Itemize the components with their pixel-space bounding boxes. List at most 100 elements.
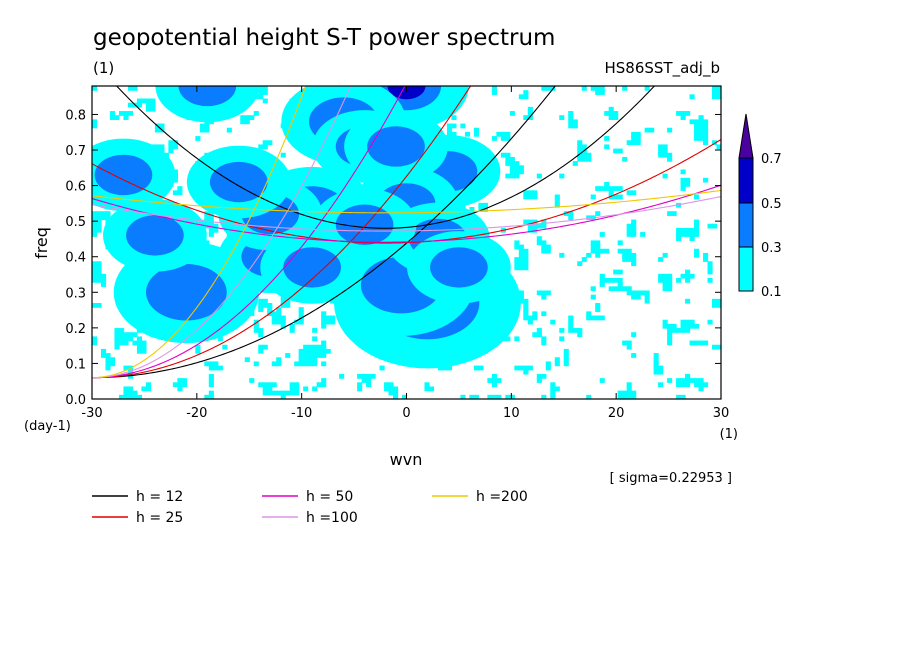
- contour-cell: [199, 123, 205, 129]
- contour-cell: [500, 136, 506, 141]
- contour-cell: [676, 232, 682, 237]
- contour-cell: [662, 152, 668, 158]
- contour-cell: [384, 382, 390, 388]
- contour-cell: [527, 106, 533, 112]
- contour-cell: [667, 156, 673, 162]
- contour-cell: [92, 303, 98, 308]
- colorbar-extend-arrow: [738, 113, 754, 159]
- contour-cell: [590, 240, 596, 246]
- y-tick-label: 0.4: [65, 251, 86, 266]
- contour-cell: [595, 315, 601, 321]
- contour-cell: [662, 282, 668, 287]
- contour-cell: [599, 248, 605, 254]
- contour-cell: [262, 140, 268, 146]
- contour-cell: [577, 152, 583, 158]
- contour-cell: [505, 136, 511, 141]
- contour-cell: [258, 332, 264, 337]
- contour-cell: [208, 211, 214, 216]
- contour-cell: [532, 315, 538, 321]
- contour-cell: [680, 227, 686, 233]
- contour-cell: [100, 353, 107, 358]
- contour-cell: [249, 378, 255, 383]
- contour-cell: [442, 365, 448, 371]
- contour-cell: [640, 290, 646, 296]
- contour-cell: [698, 382, 704, 388]
- contour-cell: [177, 186, 183, 191]
- contour-cell: [586, 152, 592, 158]
- contour-cell: [446, 131, 453, 137]
- contour-cell: [662, 273, 668, 279]
- contour-cell: [604, 186, 610, 191]
- contour-cell: [388, 386, 394, 392]
- contour-cell: [631, 257, 637, 262]
- contour-cell: [622, 394, 628, 399]
- contour-cell: [680, 328, 686, 333]
- contour-cell: [712, 344, 718, 350]
- colorbar-segment: [738, 246, 754, 292]
- contour-cell: [204, 219, 210, 225]
- contour-cell: [550, 319, 556, 325]
- contour-cell: [667, 332, 673, 337]
- contour-cell: [285, 298, 291, 304]
- contour-cell: [267, 307, 273, 312]
- contour-cell: [703, 177, 709, 183]
- contour-cell: [159, 144, 165, 150]
- contour-cell: [325, 315, 331, 321]
- contour-cell: [703, 127, 709, 133]
- contour-cell: [123, 394, 129, 399]
- contour-cell: [127, 369, 134, 375]
- chart-subtitle-left: (1): [93, 59, 114, 77]
- contour-cell: [500, 152, 506, 158]
- dispersion-curves: [92, 86, 721, 379]
- contour-cell: [532, 311, 538, 317]
- contour-cell: [550, 386, 556, 392]
- contour-cell: [536, 173, 542, 179]
- contour-cell: [132, 332, 138, 337]
- contour-cell: [707, 223, 713, 229]
- contour-cell: [298, 311, 304, 317]
- contour-cell: [208, 390, 214, 396]
- contour-cell: [491, 382, 497, 388]
- contour-cell: [424, 386, 430, 392]
- contour-cell: [141, 386, 147, 392]
- contour-cell: [136, 394, 143, 399]
- contour-cell: [109, 115, 116, 120]
- contour-cell: [172, 169, 178, 175]
- contour-cell: [694, 252, 700, 258]
- contour-cell: [599, 277, 605, 283]
- contour-cell: [662, 173, 668, 179]
- contour-cell: [563, 211, 569, 216]
- contour-cell: [631, 394, 637, 399]
- contour-cell: [685, 382, 691, 388]
- contour-cell: [114, 332, 120, 337]
- contour-cell: [676, 277, 682, 283]
- contour-cell: [208, 378, 214, 383]
- contour-cell: [599, 186, 605, 191]
- contour-cell: [541, 244, 547, 250]
- contour-cell: [321, 344, 327, 350]
- contour-cell: [366, 373, 372, 379]
- contour-cell: [361, 373, 367, 379]
- contour-cell: [676, 328, 682, 333]
- contour-cell: [303, 357, 309, 363]
- contour-cell: [680, 319, 686, 325]
- contour-cell: [527, 223, 533, 229]
- contour-cell: [96, 227, 102, 233]
- contour-cell: [325, 319, 331, 325]
- contour-cell: [685, 319, 691, 325]
- contour-cell: [563, 353, 569, 358]
- contour-cell: [689, 323, 695, 329]
- contour-cell: [518, 169, 524, 175]
- contour-cell: [271, 311, 277, 317]
- contour-cell: [267, 390, 273, 396]
- contour-cell: [653, 365, 659, 371]
- contour-cell: [509, 111, 515, 116]
- y-tick-label: 0.1: [65, 357, 86, 372]
- contour-cell: [563, 348, 569, 354]
- contour-cell: [586, 215, 592, 221]
- contour-cell: [285, 353, 291, 358]
- contour-cell: [208, 361, 214, 367]
- contour-cell: [276, 311, 282, 317]
- contour-cell: [509, 161, 515, 166]
- contour-cell: [505, 173, 511, 179]
